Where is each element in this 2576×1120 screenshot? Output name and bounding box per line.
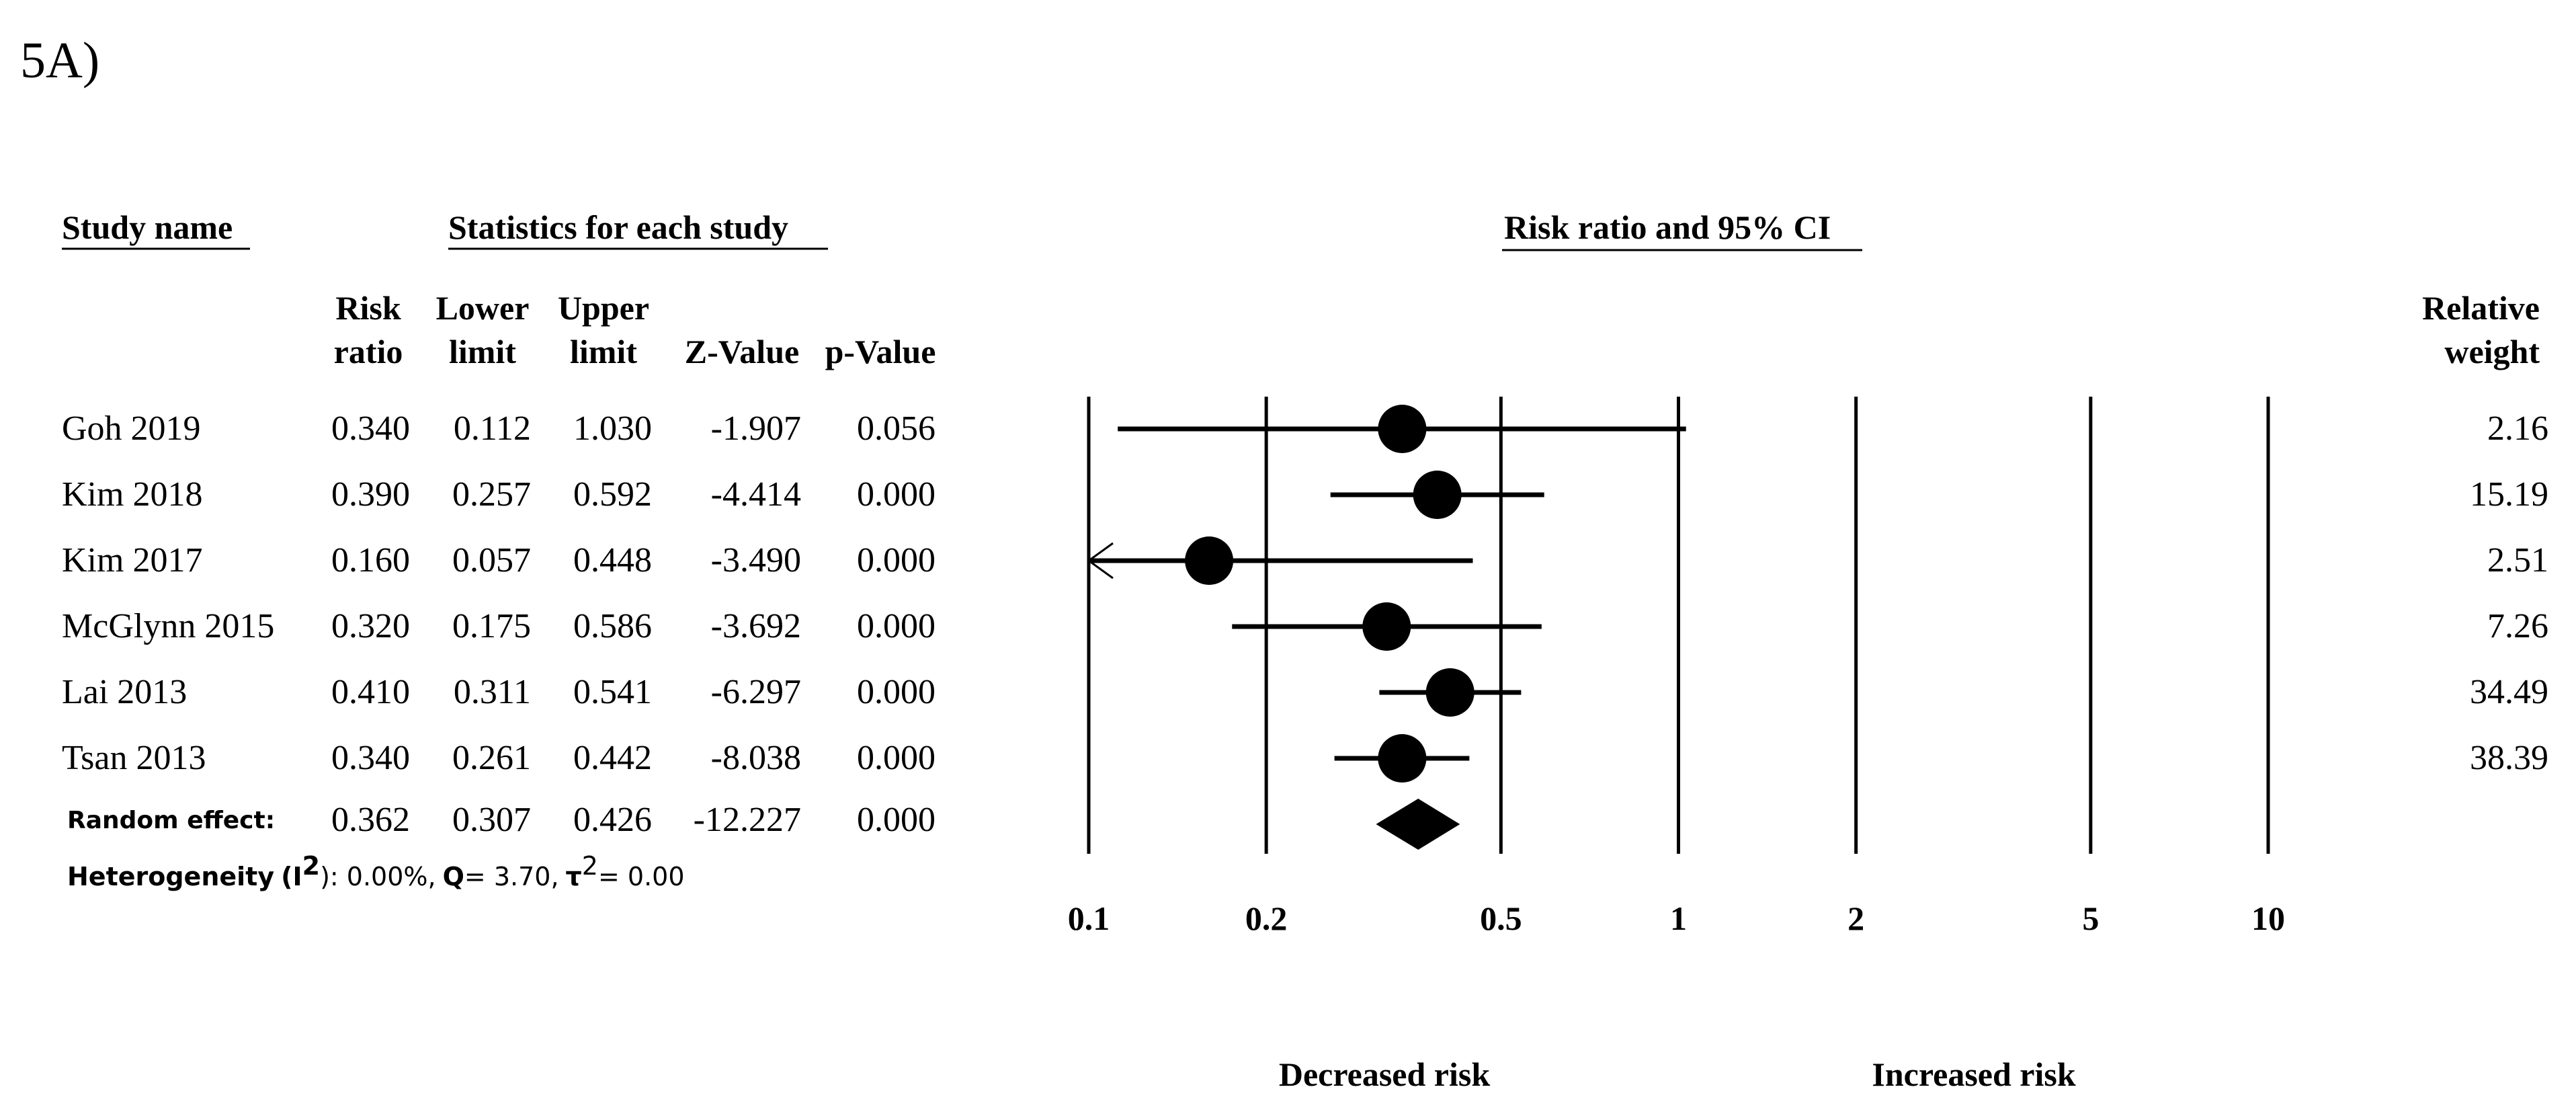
x-tick-label: 0.2 — [1245, 899, 1288, 937]
study-name-header: Study name — [62, 208, 233, 246]
table-row: Tsan 2013 0.340 0.261 0.442 -8.038 0.000 38.39 — [62, 739, 2548, 777]
i2-superscript: 2 — [302, 851, 320, 881]
lower-limit-cell: 0.112 — [454, 409, 531, 448]
relative-weight-cell: 2.16 — [2487, 409, 2548, 448]
p-value-cell: 0.000 — [857, 739, 936, 777]
study-name-cell: Goh 2019 — [62, 409, 201, 448]
x-tick-label: 0.1 — [1068, 899, 1110, 937]
z-value-cell: -1.907 — [711, 409, 801, 448]
table-row: Lai 2013 0.410 0.311 0.541 -6.297 0.000 34.49 — [62, 673, 2548, 711]
risk-ratio-cell: 0.410 — [331, 673, 410, 711]
heterogeneity-line: Heterogeneity (I2): 0.00%, Q= 3.70, τ2= 0.0… — [67, 851, 685, 891]
z-value-cell: -3.490 — [711, 541, 801, 579]
p-value-cell: 0.000 — [857, 541, 936, 579]
risk-ratio-header-line2: ratio — [334, 333, 403, 370]
upper-limit-header-line1: Upper — [558, 289, 649, 327]
risk-ratio-cell: 0.160 — [331, 541, 410, 579]
pooled-p-value: 0.000 — [857, 801, 936, 839]
study-name-cell: Kim 2018 — [62, 475, 202, 514]
table-row: Goh 2019 0.340 0.112 1.030 -1.907 0.056 2.16 — [62, 409, 2548, 448]
increased-risk-label: Increased risk — [1872, 1055, 2075, 1093]
upper-limit-cell: 0.541 — [573, 673, 652, 711]
z-value-cell: -8.038 — [711, 739, 801, 777]
x-tick-label: 2 — [1847, 899, 1864, 937]
i2-value: ): 0.00%, — [320, 862, 436, 891]
plot-title: Risk ratio and 95% CI — [1504, 208, 1831, 246]
p-value-header: p-Value — [825, 333, 936, 370]
lower-limit-cell: 0.175 — [452, 607, 531, 645]
tau-superscript: 2 — [582, 851, 598, 881]
relative-weight-cell: 2.51 — [2487, 541, 2548, 579]
p-value-cell: 0.000 — [857, 475, 936, 514]
upper-limit-cell: 1.030 — [573, 409, 652, 448]
i2-symbol: I — [293, 862, 302, 891]
risk-ratio-cell: 0.340 — [331, 409, 410, 448]
forest-plot-area: 0.1 0.2 0.5 1 2 5 10 — [1068, 397, 2285, 937]
z-value-cell: -6.297 — [711, 673, 801, 711]
statistics-header: Statistics for each study — [448, 208, 788, 246]
point-estimate — [1378, 405, 1427, 453]
table-row: Kim 2018 0.390 0.257 0.592 -4.414 0.000 15.19 — [62, 475, 2548, 514]
upper-limit-cell: 0.448 — [573, 541, 652, 579]
relative-weight-header-line2: weight — [2444, 333, 2540, 370]
heterogeneity-label: Heterogeneity — [67, 862, 274, 891]
relative-weight-cell: 34.49 — [2470, 673, 2548, 711]
table-row: Kim 2017 0.160 0.057 0.448 -3.490 0.000 2.51 — [62, 541, 2548, 579]
lower-limit-cell: 0.311 — [454, 673, 531, 711]
x-tick-label: 1 — [1670, 899, 1687, 937]
relative-weight-header-line1: Relative — [2422, 289, 2540, 327]
risk-ratio-cell: 0.390 — [331, 475, 410, 514]
point-estimate — [1185, 536, 1234, 585]
x-tick-label: 5 — [2082, 899, 2099, 937]
z-value-cell: -3.692 — [711, 607, 801, 645]
relative-weight-cell: 38.39 — [2470, 739, 2548, 777]
lower-limit-header-line2: limit — [449, 333, 516, 370]
pooled-lower-limit: 0.307 — [452, 801, 531, 839]
risk-ratio-cell: 0.340 — [331, 739, 410, 777]
upper-limit-cell: 0.592 — [573, 475, 652, 514]
upper-limit-cell: 0.442 — [573, 739, 652, 777]
tau-value: = 0.00 — [598, 862, 685, 891]
study-name-cell: Kim 2017 — [62, 541, 202, 579]
p-value-cell: 0.000 — [857, 673, 936, 711]
p-value-cell: 0.056 — [857, 409, 936, 448]
q-value: = 3.70, — [464, 862, 559, 891]
risk-ratio-header-line1: Risk — [335, 289, 401, 327]
study-name-cell: Tsan 2013 — [62, 739, 206, 777]
pooled-risk-ratio: 0.362 — [331, 801, 410, 839]
point-estimate — [1378, 734, 1427, 783]
q-symbol: Q — [443, 862, 464, 891]
point-estimate — [1413, 471, 1462, 519]
x-tick-label: 10 — [2251, 899, 2285, 937]
random-effect-label: Random effect: — [67, 807, 275, 834]
lower-limit-cell: 0.057 — [452, 541, 531, 579]
point-estimate — [1362, 602, 1411, 651]
p-value-cell: 0.000 — [857, 607, 936, 645]
z-value-cell: -4.414 — [711, 475, 801, 514]
tau-symbol: τ — [566, 862, 582, 891]
decreased-risk-label: Decreased risk — [1279, 1055, 1490, 1093]
x-tick-label: 0.5 — [1480, 899, 1522, 937]
truncation-arrow — [1087, 542, 1114, 579]
pooled-diamond — [1376, 799, 1460, 850]
z-value-header: Z-Value — [685, 333, 799, 370]
relative-weight-cell: 15.19 — [2470, 475, 2548, 514]
study-table: Goh 2019 0.340 0.112 1.030 -1.907 0.056 2.16 Ki… — [62, 409, 2548, 777]
panel-label: 5A) — [20, 32, 99, 89]
table-row: McGlynn 2015 0.320 0.175 0.586 -3.692 0.000 7.… — [62, 607, 2548, 645]
point-estimate — [1425, 668, 1474, 717]
lower-limit-header-line1: Lower — [436, 289, 530, 327]
pooled-z-value: -12.227 — [694, 801, 801, 839]
study-name-cell: McGlynn 2015 — [62, 607, 274, 645]
pooled-upper-limit: 0.426 — [573, 801, 652, 839]
study-name-cell: Lai 2013 — [62, 673, 187, 711]
upper-limit-header-line2: limit — [570, 333, 637, 370]
lower-limit-cell: 0.261 — [452, 739, 531, 777]
upper-limit-cell: 0.586 — [573, 607, 652, 645]
relative-weight-cell: 7.26 — [2487, 607, 2548, 645]
lower-limit-cell: 0.257 — [452, 475, 531, 514]
risk-ratio-cell: 0.320 — [331, 607, 410, 645]
